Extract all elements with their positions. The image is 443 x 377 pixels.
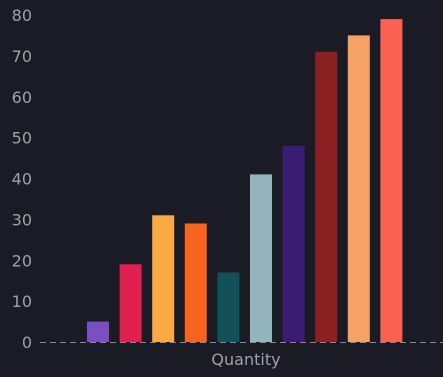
bar xyxy=(87,321,109,342)
y-tick-label: 70 xyxy=(12,47,32,66)
bars-group xyxy=(87,19,403,343)
bar xyxy=(282,145,305,342)
bar xyxy=(347,35,370,343)
y-tick-label: 40 xyxy=(12,170,32,189)
y-tick-label: 30 xyxy=(12,210,32,229)
y-tick-label: 10 xyxy=(12,292,32,311)
bar xyxy=(380,19,403,342)
bar xyxy=(152,215,175,342)
bar xyxy=(250,174,272,342)
y-tick-label: 0 xyxy=(22,333,32,352)
x-axis-label: Quantity xyxy=(211,350,280,369)
bar xyxy=(119,264,142,342)
y-tick-label: 20 xyxy=(12,251,32,270)
y-tick-label: 80 xyxy=(12,6,32,25)
bar xyxy=(315,51,338,343)
bar xyxy=(217,272,240,342)
y-tick-label: 50 xyxy=(12,129,32,148)
y-axis-ticks: 0 10 20 30 40 50 60 70 80 xyxy=(12,6,32,352)
bar xyxy=(184,223,207,342)
y-tick-label: 60 xyxy=(12,88,32,107)
